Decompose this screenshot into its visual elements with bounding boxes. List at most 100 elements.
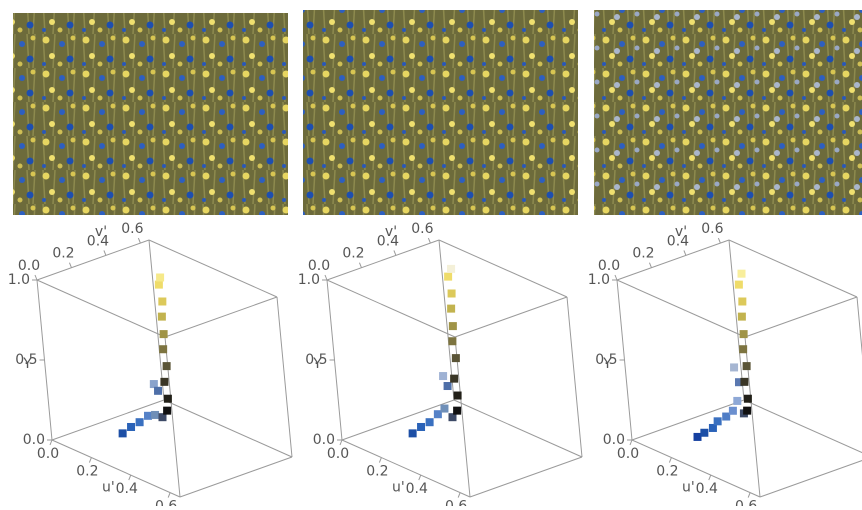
photo [594,10,862,215]
point [743,406,752,415]
x-tick-label: 0.0 [617,446,639,462]
x-tick-label: 0.4 [696,481,718,497]
box-edge [454,336,471,498]
z-tick-label: 0.5 [595,352,617,368]
point [127,422,136,431]
x-tick-label: 0.2 [366,464,388,480]
box-edge [326,239,440,281]
box-edge [759,460,862,498]
box-edge [163,399,293,458]
z-axis-label: Y [602,356,612,372]
point [447,289,456,298]
point [448,413,457,422]
box-edge [856,296,862,356]
tick-mark [747,492,751,498]
point [118,429,127,438]
tick-mark [393,250,397,256]
x-tick-label: 0.2 [76,464,98,480]
x-tick-label: 0.0 [37,446,59,462]
point [159,330,168,339]
box-edge [438,239,568,298]
point [135,418,144,427]
y-tick-label: 0.6 [121,221,143,237]
photo [13,13,288,215]
box-edge [616,279,746,338]
point [448,322,457,331]
point [734,280,743,289]
y-tick-label: 0.4 [377,233,399,249]
box-edge [743,399,862,454]
point [738,297,747,306]
point [743,394,752,403]
plots: 0.00.20.40.6u'0.00.20.40.6v'0.00.51.0Y0.… [8,221,862,510]
x-tick-label: 0.4 [406,481,428,497]
box-edge [453,399,583,458]
box-edge [566,296,583,458]
point [700,428,709,437]
z-axis-label: Y [312,356,322,372]
point [154,280,163,289]
tick-mark [614,274,618,281]
y-tick-label: 0.4 [87,233,109,249]
tick-mark [103,250,107,256]
point [735,378,744,387]
tick-mark [358,262,362,268]
point [713,417,722,426]
tick-mark [324,274,328,281]
x-tick-label: 0.0 [327,446,349,462]
point [443,382,452,391]
z-tick-label: 0.5 [15,352,37,368]
tick-mark [167,492,171,498]
y-tick-label: 0.2 [52,246,74,262]
point [448,337,457,346]
y-tick-label: 0.6 [411,221,433,237]
point [450,374,459,383]
point [740,377,749,386]
point [728,406,737,415]
y-tick-label: 0.0 [598,258,620,274]
box-edge [326,279,456,338]
x-axis-label: u' [682,479,695,495]
box-edge [179,456,293,498]
box-edge [51,399,165,441]
tick-mark [648,262,652,268]
point [733,396,742,405]
point [154,386,163,395]
box-edge [454,296,568,338]
tick-mark [378,457,382,463]
tick-mark [128,474,132,481]
box-edge [744,296,858,338]
tick-mark [668,457,672,463]
point [433,410,442,419]
y-tick-label: 0.4 [667,233,689,249]
point [417,422,426,431]
tick-mark [137,237,141,244]
tick-mark [708,474,712,481]
z-tick-label: 0.5 [305,352,327,368]
y-tick-label: 0.0 [308,258,330,274]
y-axis-label: v' [95,224,107,240]
z-tick-label: 1.0 [588,272,610,288]
point [742,362,751,371]
point [158,297,167,306]
z-tick-label: 0.0 [603,432,625,448]
point [739,330,748,339]
point [425,418,434,427]
point [739,345,748,354]
point [447,304,456,313]
x-axis-label: u' [392,479,405,495]
tick-mark [49,439,53,446]
box-edge [616,239,730,281]
point [151,410,160,419]
box-edge [51,439,181,498]
box-edge [341,439,471,498]
point [159,345,168,354]
x-tick-label: 0.2 [656,464,678,480]
tick-mark [717,237,721,244]
box-edge [36,239,150,281]
tick-mark [34,274,38,281]
y-tick-label: 0.0 [18,258,40,274]
box-edge [631,399,745,441]
point [156,273,165,282]
y-tick-label: 0.2 [632,246,654,262]
